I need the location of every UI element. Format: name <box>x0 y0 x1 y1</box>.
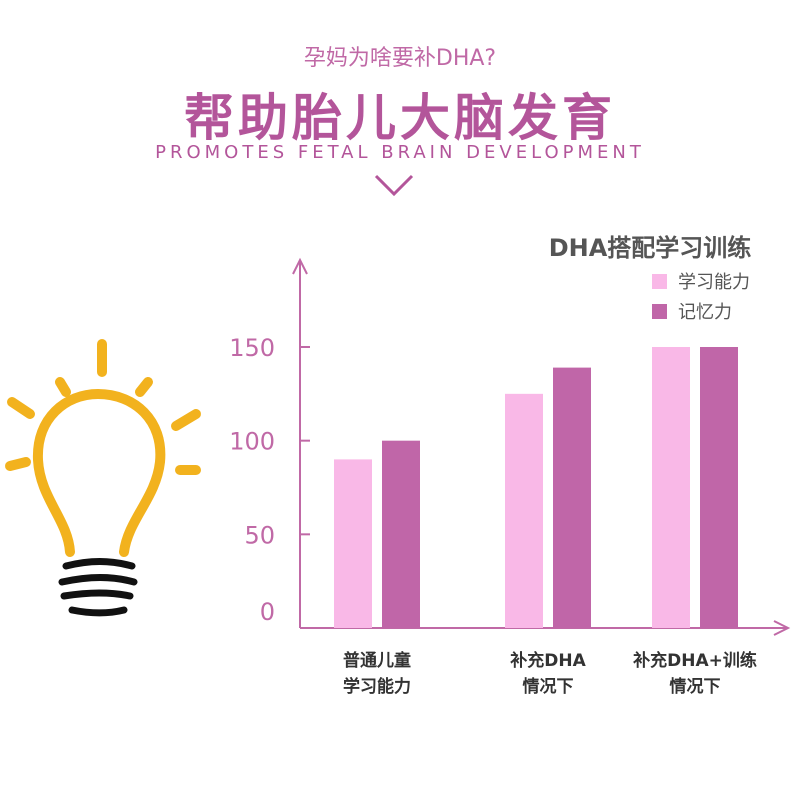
y-ticks: 0 50 100 150 <box>229 334 310 626</box>
category-label: 普通儿童 <box>343 650 411 671</box>
legend-swatch <box>652 304 667 319</box>
y-tick-label: 0 <box>260 598 275 626</box>
bar-memory-0 <box>382 440 420 628</box>
header: 孕妈为啥要补DHA? 帮助胎儿大脑发育 PROMOTES FETAL BRAIN… <box>0 0 800 210</box>
y-tick-label: 50 <box>244 521 275 549</box>
legend-swatch <box>652 274 667 289</box>
bars <box>334 347 738 628</box>
page-title: 帮助胎儿大脑发育 <box>184 89 616 147</box>
chevron-down-icon <box>374 174 414 197</box>
category-label: 学习能力 <box>343 676 411 697</box>
bar-memory-1 <box>553 367 591 628</box>
legend-label: 记忆力 <box>678 302 732 323</box>
category-label: 补充DHA+训练 <box>632 650 757 671</box>
english-title: PROMOTES FETAL BRAIN DEVELOPMENT <box>155 142 645 163</box>
bar-learning-0 <box>334 459 372 628</box>
subtitle: 孕妈为啥要补DHA? <box>303 46 497 71</box>
y-tick-label: 150 <box>229 334 275 362</box>
category-label: 情况下 <box>523 676 574 697</box>
category-label: 补充DHA <box>509 650 586 671</box>
bar-learning-1 <box>505 393 543 628</box>
bar-memory-2 <box>700 347 738 628</box>
category-label: 情况下 <box>670 676 721 697</box>
legend-label: 学习能力 <box>678 272 750 293</box>
x-axis-arrow-icon <box>773 620 791 636</box>
y-tick-label: 100 <box>229 428 275 456</box>
y-axis-arrow-icon <box>292 257 308 275</box>
bar-learning-2 <box>652 347 690 628</box>
chart-title: DHA搭配学习训练 <box>549 234 752 262</box>
lightbulb-icon <box>5 339 201 617</box>
